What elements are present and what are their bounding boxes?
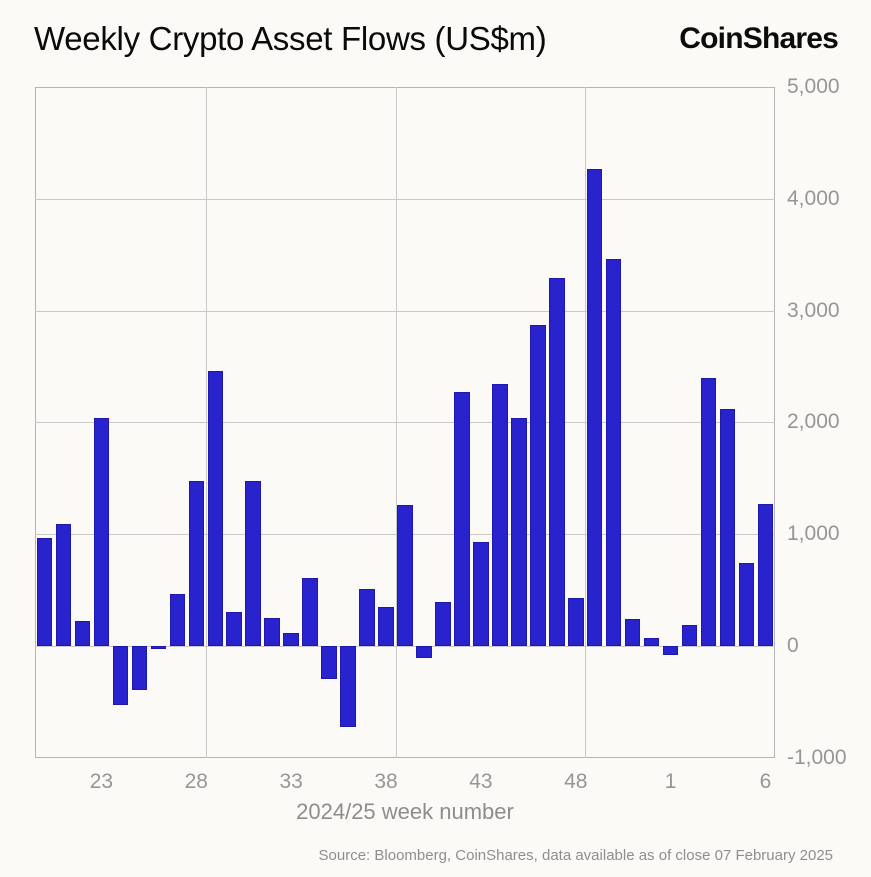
y-tick-label: 3,000 xyxy=(787,298,840,322)
bar-week-25 xyxy=(131,645,148,691)
horizontal-gridline xyxy=(35,198,775,200)
bar-week-45 xyxy=(511,417,527,646)
x-axis-title: 2024/25 week number xyxy=(296,799,514,824)
bar-week-39 xyxy=(397,504,413,646)
bar-week-38 xyxy=(378,606,394,646)
x-tick-label: 6 xyxy=(759,770,772,793)
y-tick-label: 2,000 xyxy=(787,410,840,434)
bar-week-37 xyxy=(359,588,375,646)
bar-week-41 xyxy=(435,602,451,646)
bar-week-30 xyxy=(226,612,242,646)
page-title: Weekly Crypto Asset Flows (US$m) xyxy=(34,20,547,57)
horizontal-gridline xyxy=(35,645,775,647)
x-tick-label: 48 xyxy=(564,770,588,793)
bar-week-43 xyxy=(473,541,489,646)
bar-week-51 xyxy=(624,618,641,646)
y-tick-label: 0 xyxy=(787,633,799,657)
bar-week-29 xyxy=(207,370,223,646)
bar-week-40 xyxy=(416,645,432,659)
bar-week-52 xyxy=(643,637,660,646)
y-tick-label: -1,000 xyxy=(787,745,847,769)
bar-week-26 xyxy=(150,645,167,649)
bar-week-27 xyxy=(169,594,186,646)
bar-week-33 xyxy=(283,633,299,646)
bar-week-31 xyxy=(245,481,261,646)
bar-week-4 xyxy=(719,408,736,646)
bar-week-5 xyxy=(738,563,755,646)
bar-week-28 xyxy=(188,481,205,646)
bar-week-3 xyxy=(700,377,717,646)
x-tick-label: 28 xyxy=(184,770,208,793)
bar-week-48 xyxy=(568,597,584,646)
bar-week-2 xyxy=(681,624,698,646)
bar-week-47 xyxy=(549,278,565,646)
x-tick-label: 23 xyxy=(89,770,114,793)
horizontal-gridline xyxy=(35,422,775,424)
bar-week-20 xyxy=(36,538,53,646)
bar-week-32 xyxy=(264,617,280,646)
horizontal-gridline xyxy=(35,310,775,312)
bar-week-49 xyxy=(586,168,603,646)
bar-week-6 xyxy=(757,503,774,646)
source-note: Source: Bloomberg, CoinShares, data avai… xyxy=(318,847,833,864)
bar-week-46 xyxy=(530,325,546,646)
x-tick-label: 33 xyxy=(279,770,303,793)
y-tick-label: 1,000 xyxy=(787,522,840,545)
y-tick-label: 4,000 xyxy=(787,186,840,210)
x-tick-label: 1 xyxy=(664,770,677,793)
x-tick-label: 43 xyxy=(469,770,493,793)
bar-week-50 xyxy=(605,259,622,646)
bar-week-35 xyxy=(321,645,337,680)
bar-week-21 xyxy=(55,523,72,646)
bar-week-44 xyxy=(492,384,508,646)
bar-week-36 xyxy=(340,645,356,728)
bar-week-22 xyxy=(74,621,91,646)
y-tick-label: 5,000 xyxy=(787,75,840,98)
bar-week-24 xyxy=(112,645,129,705)
x-tick-label: 38 xyxy=(374,770,398,793)
bar-week-1 xyxy=(662,645,679,655)
bar-week-42 xyxy=(454,392,470,646)
bar-week-34 xyxy=(302,577,318,646)
coinshares-logo: CoinShares xyxy=(679,22,839,55)
bar-week-23 xyxy=(93,417,110,646)
